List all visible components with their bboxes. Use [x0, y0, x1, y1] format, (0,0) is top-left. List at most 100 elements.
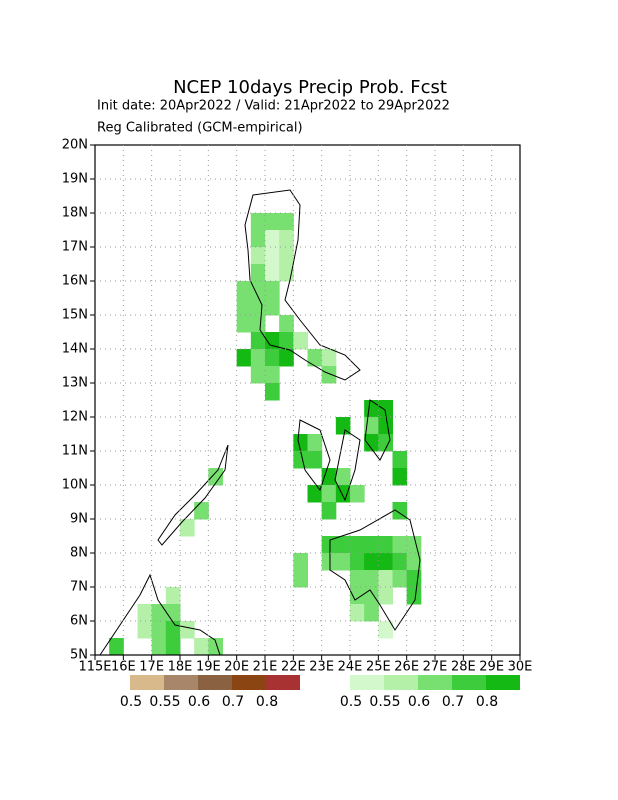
grid-cell	[250, 230, 266, 248]
grid-cell	[392, 468, 408, 486]
x-tick-label: 28E	[451, 660, 476, 675]
legend-label: 0.7	[442, 694, 464, 710]
y-tick-label: 5N	[70, 648, 88, 663]
x-tick-label: 19E	[196, 660, 221, 675]
grid-cell	[378, 553, 393, 571]
grid-cell	[265, 383, 280, 401]
luzon-coast	[244, 189, 361, 381]
y-tick-label: 20N	[62, 138, 88, 153]
grid-cell	[392, 553, 408, 571]
grid-cell	[350, 553, 365, 571]
legend-label: 0.55	[149, 694, 180, 710]
x-tick-label: 23E	[309, 660, 334, 675]
grid-cell	[208, 468, 223, 486]
grid-cell	[392, 451, 408, 469]
cells	[109, 213, 422, 656]
grid-cell	[378, 400, 393, 418]
legend-label: 0.5	[340, 694, 362, 710]
grid-cell	[279, 247, 294, 265]
grid-cell	[378, 621, 393, 639]
grid-cell	[279, 332, 294, 350]
grid-cell	[208, 638, 223, 656]
legend-swatch	[486, 675, 520, 690]
grid-cell	[180, 519, 195, 537]
legend-swatch	[130, 675, 164, 690]
grid-cell	[236, 298, 252, 316]
x-tick-label: 18E	[168, 660, 193, 675]
grid-cell	[250, 264, 266, 282]
x-tick-label: 16E	[111, 660, 136, 675]
grid-cell	[335, 553, 351, 571]
grid-cell	[378, 417, 393, 435]
grid-cell	[307, 451, 323, 469]
grid-cell	[364, 570, 379, 588]
grid-cell	[265, 332, 280, 350]
x-tick-label: 21E	[253, 660, 278, 675]
grid-cell	[265, 298, 280, 316]
x-tick-label: 29E	[479, 660, 504, 675]
mindanao-coast	[329, 509, 421, 631]
grid-cell	[279, 349, 294, 367]
grid-cell	[307, 434, 323, 452]
grid-cell	[293, 332, 308, 350]
legend-label: 0.6	[188, 694, 210, 710]
grid-cell	[180, 621, 195, 639]
grid-cell	[321, 536, 337, 554]
grid-cell	[321, 468, 337, 486]
y-tick-label: 13N	[62, 376, 88, 391]
grid-cell	[250, 332, 266, 350]
legend-label: 0.5	[120, 694, 142, 710]
x-tick-label: 20E	[224, 660, 249, 675]
grid-cell	[335, 417, 351, 435]
grid-cell	[151, 604, 167, 622]
grid-cell	[250, 281, 266, 299]
grid-cell	[378, 587, 393, 605]
legend-swatch	[198, 675, 232, 690]
grid-cell	[279, 230, 294, 248]
grid-cell	[137, 621, 153, 639]
grid-cell	[151, 621, 167, 639]
grid-cell	[406, 536, 422, 554]
grid-cell	[378, 536, 393, 554]
grid-cell	[265, 281, 280, 299]
x-tick-label: 22E	[281, 660, 306, 675]
grid-cell	[194, 502, 209, 520]
legend-label: 0.55	[369, 694, 400, 710]
grid-cell	[321, 349, 337, 367]
grid-cell	[392, 570, 408, 588]
grid-cell	[250, 213, 266, 231]
grid-cell	[236, 281, 252, 299]
legend-swatch	[384, 675, 418, 690]
grid-cell	[265, 264, 280, 282]
grid-cell	[350, 604, 365, 622]
x-tick-label: 30E	[508, 660, 533, 675]
grid-cell	[350, 587, 365, 605]
grid-cell	[165, 587, 181, 605]
grid-cell	[265, 230, 280, 248]
grid-cell	[335, 485, 351, 503]
grid-cell	[364, 604, 379, 622]
grid-cell	[335, 536, 351, 554]
x-tick-label: 25E	[366, 660, 391, 675]
y-tick-label: 18N	[62, 206, 88, 221]
grid-cell	[279, 213, 294, 231]
grid-cell	[321, 553, 337, 571]
plot-frame	[94, 144, 521, 656]
legend-swatch	[452, 675, 486, 690]
grid-cell	[293, 553, 308, 571]
grid-cell	[250, 315, 266, 333]
grid-cell	[265, 366, 280, 384]
x-tick-label: 24E	[338, 660, 363, 675]
legend-swatch	[266, 675, 300, 690]
grid-cell	[293, 570, 308, 588]
legend-swatch	[418, 675, 452, 690]
chart-title: NCEP 10days Precip Prob. Fcst	[173, 77, 447, 98]
grid-cell	[364, 536, 379, 554]
y-tick-label: 8N	[70, 546, 88, 561]
legend-label: 0.8	[476, 694, 498, 710]
grid-cell	[293, 434, 308, 452]
grid-cell	[350, 570, 365, 588]
grid-cell	[236, 315, 252, 333]
